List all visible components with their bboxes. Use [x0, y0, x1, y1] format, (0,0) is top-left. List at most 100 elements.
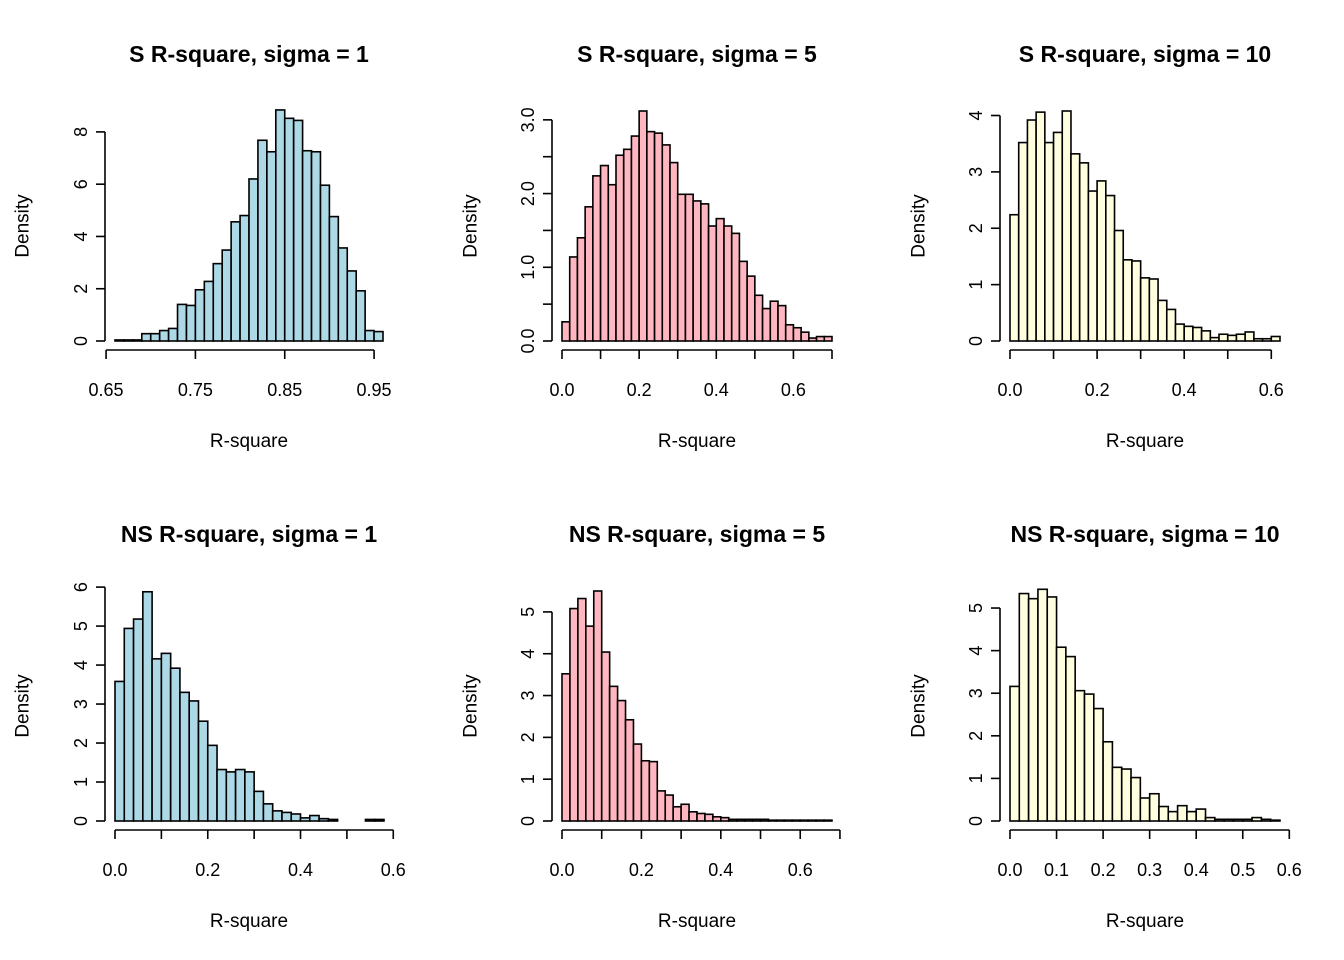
histogram-bar: [784, 323, 795, 342]
histogram-bar: [1139, 277, 1151, 342]
x-tick-label: 0.2: [1085, 380, 1110, 400]
histogram-bar: [248, 178, 259, 342]
y-tick-label: 8: [71, 127, 91, 137]
y-tick-label: 1: [518, 774, 538, 784]
histogram-bar: [648, 760, 659, 822]
histogram-bar: [669, 161, 679, 342]
x-tick-label: 0.75: [178, 380, 213, 400]
histogram-bar: [1113, 229, 1125, 342]
histogram-bar: [608, 685, 619, 822]
histogram-bar: [1122, 259, 1133, 342]
y-tick-label: 1: [966, 280, 986, 290]
histogram-bar: [599, 164, 610, 342]
y-axis-label: Density: [13, 674, 34, 738]
histogram-bar: [1165, 308, 1177, 342]
y-tick-label: 3: [966, 688, 986, 698]
histogram-bar: [373, 818, 385, 822]
x-tick-label: 0.6: [1277, 860, 1302, 880]
histogram-bar: [561, 672, 571, 822]
histogram-bar: [632, 743, 643, 822]
y-tick-label: 3: [966, 167, 986, 177]
y-axis-label: Density: [909, 674, 930, 738]
histogram-bar: [327, 818, 339, 822]
histogram-bar: [688, 810, 698, 822]
histogram-bar: [132, 339, 143, 342]
histogram-bar: [197, 720, 209, 822]
panel-title: S R-square, sigma = 1: [129, 41, 369, 67]
histogram-bar: [169, 667, 181, 822]
histogram-bar: [1157, 299, 1168, 342]
histogram-bar: [1055, 646, 1067, 822]
histogram-bar: [715, 217, 725, 342]
y-tick-label: 2: [966, 223, 986, 233]
histogram-bar: [274, 109, 286, 342]
histogram-bar: [1260, 818, 1272, 822]
histogram-bar: [692, 200, 702, 342]
histogram-bar: [1052, 131, 1064, 342]
histogram-bar: [1070, 153, 1081, 342]
y-tick-label: 5: [71, 621, 91, 631]
histogram-bar: [561, 321, 571, 342]
histogram-bar: [1083, 693, 1095, 822]
histogram-bar: [1186, 810, 1198, 822]
y-tick-label: 0.0: [518, 328, 538, 353]
histogram-bar: [364, 329, 375, 342]
histogram-bar: [319, 184, 331, 342]
x-tick-label: 0.5: [1230, 860, 1255, 880]
histogram-bar: [1061, 110, 1072, 342]
histogram-bar: [576, 236, 586, 342]
histogram-bar: [1200, 330, 1212, 342]
histogram-bar: [712, 816, 722, 822]
x-axis-label: R-square: [658, 431, 736, 452]
histogram-bar: [206, 744, 218, 822]
histogram-bar: [680, 803, 690, 822]
histogram-bar: [1235, 333, 1246, 342]
histogram-bar: [646, 130, 656, 342]
histogram-bar: [1218, 333, 1229, 342]
histogram-bar: [1009, 685, 1021, 822]
histogram-bar: [704, 813, 714, 822]
panel-title: NS R-square, sigma = 5: [569, 521, 825, 547]
histogram-bar: [730, 232, 741, 342]
histogram-bar: [1130, 776, 1142, 822]
histogram-bar: [1120, 768, 1132, 822]
histogram-bar: [1087, 190, 1098, 342]
histogram-bar: [585, 625, 595, 822]
histogram-bar: [584, 206, 594, 342]
histogram-bar: [775, 819, 786, 822]
histogram-bar: [239, 214, 250, 342]
histogram-bar: [1176, 804, 1188, 822]
y-axis-label: Density: [461, 194, 482, 258]
histogram-bar: [615, 154, 625, 342]
y-tick-label: 4: [966, 646, 986, 656]
histogram-bar: [656, 790, 667, 822]
x-tick-label: 0.3: [1137, 860, 1162, 880]
histogram-bar: [142, 590, 153, 822]
histogram-bar: [123, 627, 135, 822]
histogram-bar: [799, 819, 809, 822]
histogram-bar: [1226, 334, 1238, 342]
histogram-bar: [1027, 597, 1039, 822]
histogram-bar: [823, 335, 833, 342]
y-tick-label: 4: [71, 231, 91, 241]
histogram-bar: [310, 150, 322, 342]
histogram-bar: [1195, 808, 1207, 822]
histogram-bar: [759, 818, 770, 822]
y-tick-label: 1: [71, 777, 91, 787]
histogram-bar: [1009, 213, 1020, 342]
histogram-bar: [328, 215, 340, 342]
x-tick-label: 0.6: [788, 860, 813, 880]
histogram-bar: [221, 249, 232, 342]
histogram-bar: [807, 819, 817, 822]
x-tick-label: 0.65: [89, 380, 124, 400]
histogram-bar: [225, 771, 237, 822]
y-tick-label: 1: [966, 773, 986, 783]
x-tick-label: 0.1: [1044, 860, 1069, 880]
histogram-bar: [754, 294, 764, 342]
histogram-bar: [1174, 323, 1185, 342]
histogram-bar: [373, 330, 384, 342]
histogram-bar: [607, 183, 617, 342]
y-tick-label: 3.0: [518, 107, 538, 132]
y-tick-label: 5: [966, 603, 986, 613]
